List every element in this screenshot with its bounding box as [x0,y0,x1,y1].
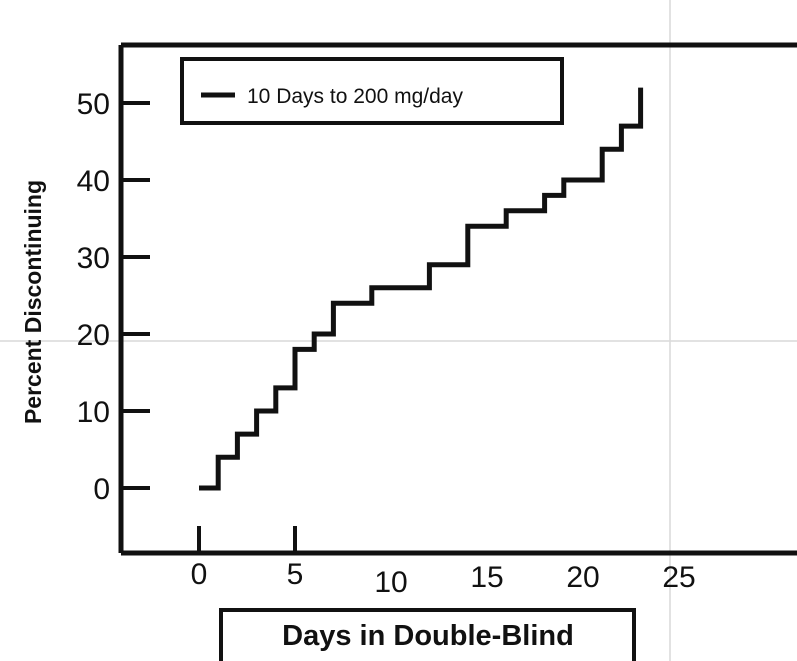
y-tick-label: 50 [77,88,110,121]
y-tick-label: 40 [77,165,110,198]
y-axis-ticks: 0 10 20 30 40 50 [77,88,150,506]
y-tick-label: 0 [93,473,110,506]
x-tick-label: 10 [374,566,407,599]
x-tick-label: 15 [470,561,503,594]
legend-label: 10 Days to 200 mg/day [247,85,463,108]
series-layer [199,87,644,491]
x-tick-label: 20 [566,561,599,594]
y-tick-label: 10 [77,396,110,429]
x-tick-label: 5 [287,558,304,591]
y-axis-label: Percent Discontinuing [20,180,46,424]
legend: 10 Days to 200 mg/day [180,57,564,125]
series-line [199,87,644,491]
x-axis-label-box [219,608,636,661]
x-axis-ticks: 0 5 10 15 20 25 [191,526,696,599]
x-tick-label: 0 [191,558,208,591]
y-tick-label: 30 [77,242,110,275]
y-tick-label: 20 [77,319,110,352]
x-axis-label: Days in Double-Blind [282,620,574,652]
legend-box [180,57,564,125]
x-tick-label: 25 [662,561,695,594]
